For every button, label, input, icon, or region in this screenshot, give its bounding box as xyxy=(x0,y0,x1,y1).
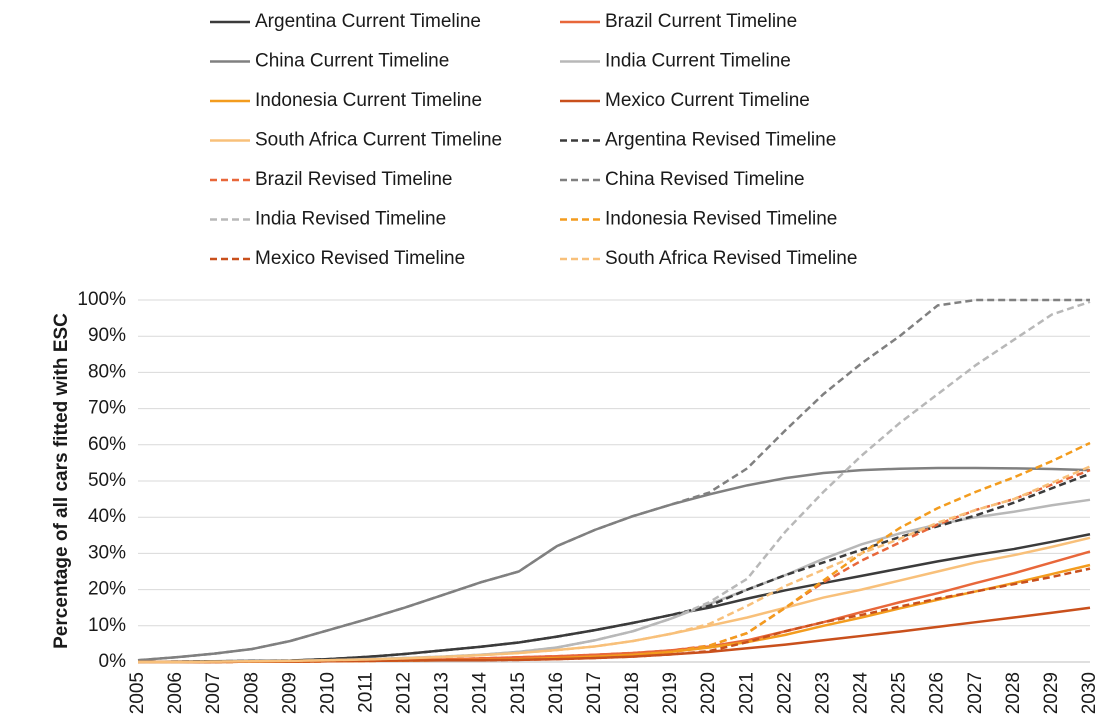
y-tick-label: 30% xyxy=(88,542,126,563)
x-tick-label: 2017 xyxy=(584,672,605,714)
series-line xyxy=(138,441,1091,664)
x-tick-label: 2024 xyxy=(851,672,872,715)
y-tick-label: 40% xyxy=(88,506,126,527)
x-tick-label: 2030 xyxy=(1079,672,1095,714)
series-line xyxy=(138,563,1091,664)
x-tick-label: 2011 xyxy=(355,672,376,713)
x-tick-label: 2026 xyxy=(927,672,948,714)
x-tick-label: 2005 xyxy=(127,672,148,714)
series-line xyxy=(137,472,1091,664)
y-tick-label: 0% xyxy=(99,651,127,672)
x-tick-label: 2010 xyxy=(317,672,338,714)
series-line xyxy=(137,298,1090,662)
legend-label: Argentina Current Timeline xyxy=(255,11,481,32)
x-tick-label: 2008 xyxy=(241,672,262,714)
x-tick-label: 2022 xyxy=(774,672,795,714)
y-tick-label: 90% xyxy=(88,325,126,346)
legend-label: India Current Timeline xyxy=(605,51,791,72)
series-line xyxy=(138,567,1091,664)
legend-label: Brazil Current Timeline xyxy=(605,11,797,32)
legend-label: Brazil Revised Timeline xyxy=(255,169,452,190)
x-tick-label: 2009 xyxy=(279,672,300,714)
x-tick-label: 2016 xyxy=(546,672,567,714)
x-tick-label: 2025 xyxy=(889,672,910,714)
x-tick-label: 2023 xyxy=(812,672,833,714)
legend-label: South Africa Revised Timeline xyxy=(605,248,857,269)
legend-label: Mexico Current Timeline xyxy=(605,90,810,111)
y-tick-label: 80% xyxy=(88,361,126,382)
series-line xyxy=(138,465,1091,664)
x-tick-label: 2029 xyxy=(1041,672,1062,714)
y-tick-label: 100% xyxy=(77,289,126,310)
series-line xyxy=(138,468,1091,664)
series-line xyxy=(138,300,1091,664)
legend-label: Indonesia Revised Timeline xyxy=(605,209,837,230)
legend-label: Indonesia Current Timeline xyxy=(255,90,482,111)
x-tick-label: 2018 xyxy=(622,672,643,714)
x-tick-label: 2028 xyxy=(1003,672,1024,714)
x-tick-label: 2006 xyxy=(165,672,186,714)
y-axis-title: Percentage of all cars fitted with ESC xyxy=(51,313,72,649)
y-tick-label: 70% xyxy=(88,398,126,419)
legend-label: China Current Timeline xyxy=(255,51,449,72)
x-tick-label: 2020 xyxy=(698,672,719,714)
x-tick-label: 2019 xyxy=(660,672,681,714)
legend-label: China Revised Timeline xyxy=(605,169,805,190)
legend-label: Mexico Revised Timeline xyxy=(255,248,465,269)
x-tick-label: 2021 xyxy=(736,672,757,714)
x-tick-label: 2013 xyxy=(432,672,453,714)
x-tick-label: 2012 xyxy=(394,672,415,714)
y-tick-label: 10% xyxy=(88,615,126,636)
legend-label: South Africa Current Timeline xyxy=(255,130,502,151)
x-tick-label: 2014 xyxy=(470,672,491,715)
legend-label: India Revised Timeline xyxy=(255,209,446,230)
legend-label: Argentina Revised Timeline xyxy=(605,130,836,151)
y-tick-label: 50% xyxy=(88,470,126,491)
x-tick-label: 2015 xyxy=(508,672,529,714)
x-tick-label: 2027 xyxy=(965,672,986,714)
x-tick-label: 2007 xyxy=(203,672,224,714)
y-tick-label: 60% xyxy=(88,434,126,455)
y-tick-label: 20% xyxy=(88,579,126,600)
series-line xyxy=(137,466,1091,662)
